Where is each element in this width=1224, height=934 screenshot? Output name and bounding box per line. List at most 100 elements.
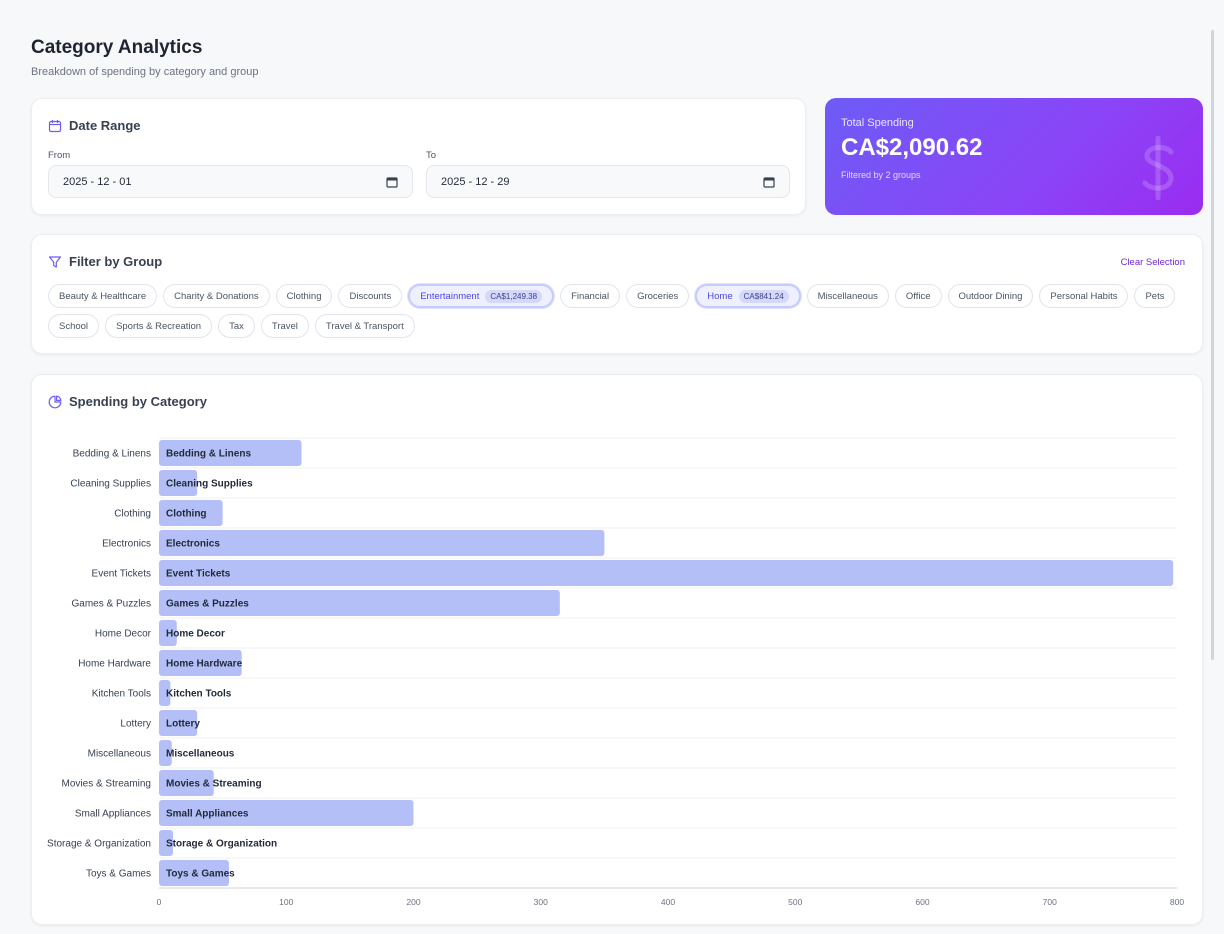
x-tick-label: 0 [157, 897, 162, 907]
page-scrollbar[interactable] [1211, 30, 1214, 660]
bar [159, 710, 198, 736]
bar [159, 560, 1174, 586]
bar [159, 860, 229, 886]
date-range-title: Date Range [69, 118, 141, 133]
group-chip[interactable]: Travel & Transport [314, 314, 415, 338]
calendar-picker-icon[interactable] [763, 176, 775, 188]
group-chip-label: Groceries [637, 290, 679, 302]
bar-label: Clothing [166, 509, 207, 520]
bar-label: Miscellaneous [166, 749, 235, 760]
filter-by-group-card: Filter by Group Clear Selection Beauty &… [31, 234, 1203, 354]
group-chip-label: Travel [271, 320, 298, 332]
group-chip[interactable]: Clothing [275, 284, 333, 308]
group-chip[interactable]: School [48, 314, 100, 338]
total-spending-card: Total Spending CA$2,090.62 Filtered by 2… [825, 98, 1203, 215]
y-tick-label: Small Appliances [75, 809, 151, 820]
bar [159, 800, 414, 826]
y-tick-label: Games & Puzzles [72, 599, 151, 610]
x-tick-label: 400 [661, 897, 675, 907]
x-tick-label: 700 [1043, 897, 1057, 907]
bar-label: Electronics [166, 539, 220, 550]
y-tick-label: Cleaning Supplies [70, 479, 151, 490]
x-tick-label: 600 [915, 897, 929, 907]
bar [159, 440, 302, 466]
group-chip[interactable]: Tax [218, 314, 255, 338]
bar [159, 470, 198, 496]
chart-title: Spending by Category [69, 394, 207, 409]
calendar-icon [48, 119, 62, 133]
total-spending-note: Filtered by 2 groups [841, 170, 921, 180]
y-tick-label: Clothing [114, 509, 151, 520]
group-chip[interactable]: Beauty & Healthcare [48, 284, 158, 308]
group-chip[interactable]: Sports & Recreation [105, 314, 213, 338]
calendar-picker-icon[interactable] [386, 176, 398, 188]
bar-label: Home Hardware [166, 659, 243, 670]
bar [159, 770, 214, 796]
to-date-value: 2025 - 12 - 29 [441, 175, 510, 188]
bar [159, 590, 560, 616]
bar-label: Small Appliances [166, 809, 249, 820]
group-chip[interactable]: Discounts [338, 284, 403, 308]
group-chip[interactable]: Entertainment CA$1,249.38 [408, 284, 555, 308]
group-chip-label: Outdoor Dining [958, 290, 1023, 302]
y-tick-label: Home Decor [95, 629, 152, 640]
date-range-header: Date Range [48, 118, 141, 133]
group-chip-label: Sports & Recreation [116, 320, 202, 332]
group-chip[interactable]: Office [894, 284, 942, 308]
to-date-input[interactable]: 2025 - 12 - 29 [426, 165, 790, 198]
group-chip[interactable]: Pets [1134, 284, 1176, 308]
group-chip-label: Tax [229, 320, 244, 332]
group-chip[interactable]: Charity & Donations [163, 284, 270, 308]
page-subtitle: Breakdown of spending by category and gr… [31, 66, 259, 78]
group-chip[interactable]: Miscellaneous [806, 284, 889, 308]
group-chip[interactable]: Travel [260, 314, 309, 338]
group-chip[interactable]: Groceries [626, 284, 690, 308]
bar [159, 650, 242, 676]
y-tick-label: Toys & Games [86, 869, 151, 880]
spending-bar-chart: Bedding & Linens Bedding & Linens Cleaning… [47, 437, 1184, 907]
group-chip[interactable]: Financial [560, 284, 621, 308]
group-chip[interactable]: Personal Habits [1039, 284, 1129, 308]
bar-label: Bedding & Linens [166, 449, 251, 460]
bar-label: Home Decor [166, 629, 225, 640]
bar [159, 620, 177, 646]
y-tick-label: Kitchen Tools [92, 689, 151, 700]
x-tick-label: 300 [534, 897, 548, 907]
y-tick-label: Storage & Organization [47, 839, 151, 850]
x-tick-label: 500 [788, 897, 802, 907]
bar [159, 740, 172, 766]
x-tick-label: 100 [279, 897, 293, 907]
page-title: Category Analytics [31, 37, 203, 58]
group-chip-label: Beauty & Healthcare [59, 290, 147, 302]
y-tick-label: Event Tickets [92, 569, 151, 580]
y-tick-label: Lottery [120, 719, 151, 730]
to-label: To [426, 150, 437, 161]
clear-selection-button[interactable]: Clear Selection [1120, 257, 1185, 268]
bar-label: Storage & Organization [166, 839, 277, 850]
y-tick-label: Bedding & Linens [73, 449, 151, 460]
group-chip-label: Home [707, 290, 733, 302]
y-tick-label: Home Hardware [78, 659, 151, 670]
total-spending-amount: CA$2,090.62 [841, 134, 983, 161]
group-chip-label: Office [905, 290, 931, 302]
group-chip[interactable]: Home CA$841.24 [695, 284, 801, 308]
group-chip-label: Financial [571, 290, 610, 302]
pie-chart-icon [48, 395, 62, 409]
from-label: From [48, 150, 71, 161]
x-tick-label: 200 [406, 897, 420, 907]
group-chip-amount-badge: CA$841.24 [738, 289, 789, 303]
bar [159, 500, 223, 526]
filter-icon [48, 255, 62, 269]
group-chip-list: Beauty & Healthcare Charity & Donations Cl… [48, 284, 1188, 338]
dollar-icon [1137, 135, 1181, 201]
from-date-input[interactable]: 2025 - 12 - 01 [48, 165, 413, 198]
filter-title: Filter by Group [69, 254, 163, 269]
group-chip[interactable]: Outdoor Dining [947, 284, 1034, 308]
group-chip-amount-badge: CA$1,249.38 [485, 289, 543, 303]
bar [159, 830, 173, 856]
y-tick-label: Miscellaneous [88, 749, 151, 760]
spending-by-category-card: Spending by Category Bedding & Linens Bed… [31, 374, 1203, 925]
bar [159, 680, 171, 706]
bar-label: Kitchen Tools [166, 689, 232, 700]
from-date-value: 2025 - 12 - 01 [63, 175, 132, 188]
